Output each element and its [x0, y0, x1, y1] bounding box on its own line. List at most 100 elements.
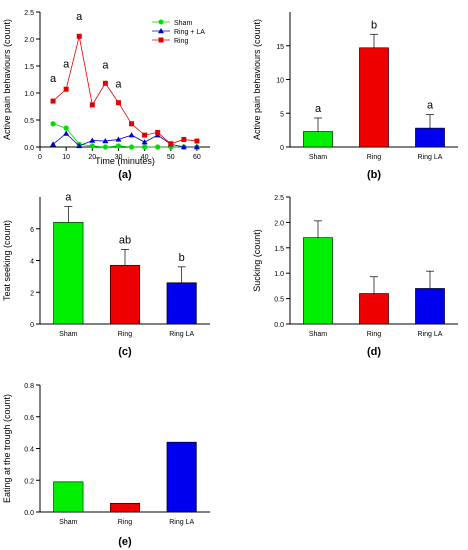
category-label: Sham: [59, 519, 77, 526]
significance-letter: a: [102, 60, 109, 72]
series-marker: [181, 136, 187, 142]
series-marker: [63, 130, 70, 136]
series-marker: [50, 98, 56, 104]
bar: [109, 502, 141, 513]
y-tick-label: 1.5: [24, 64, 34, 71]
category-label: Ring: [367, 154, 382, 161]
bar: [415, 127, 445, 148]
y-tick-label: 0.8: [24, 383, 34, 390]
series-line: [52, 123, 197, 148]
y-tick-label: 0: [280, 145, 284, 152]
y-tick-label: 1.5: [274, 246, 284, 253]
series-marker: [50, 141, 57, 147]
legend-marker: [158, 28, 164, 34]
category-label: Sham: [309, 154, 327, 161]
bar: [53, 481, 84, 513]
significance-letter: a: [76, 11, 83, 23]
y-tick-label: 0.0: [24, 510, 34, 517]
bar: [109, 264, 141, 325]
significance-letter: a: [115, 79, 122, 91]
y-tick-label: 2.5: [274, 195, 284, 202]
significance-letter: a: [427, 100, 434, 112]
significance-letter: b: [371, 19, 377, 31]
series-marker: [89, 137, 96, 143]
y-tick-label: 2.5: [24, 10, 34, 17]
y-axis-label: Active pain behaviours (count): [2, 19, 12, 140]
y-tick-label: 10: [276, 78, 284, 85]
legend-label: Ring: [174, 38, 189, 45]
bar: [53, 222, 84, 325]
series-marker: [142, 144, 148, 150]
legend-label: Sham: [174, 20, 192, 27]
bar: [303, 237, 333, 325]
legend-marker: [158, 19, 164, 25]
series-line: [52, 132, 197, 148]
series-marker: [63, 125, 69, 131]
significance-letter: a: [63, 59, 70, 71]
series-marker: [141, 139, 148, 145]
x-axis-label: Time (minutes): [95, 156, 155, 166]
x-tick-label: 40: [141, 154, 149, 161]
series-marker: [115, 100, 121, 106]
bar: [359, 293, 389, 325]
y-axis-label: Eating at the trough (count): [2, 394, 12, 503]
x-tick-label: 20: [88, 154, 96, 161]
series-marker: [89, 102, 95, 108]
panel-e: 0.0 0.2 0.4 0.6 0.8 Eating at the trough (cou…: [2, 383, 210, 548]
y-tick-label: 0: [30, 322, 34, 329]
y-tick-label: 6: [30, 227, 34, 234]
panel-b: 0 5 10 15 Active pain behaviours (count) a Sha…: [252, 12, 458, 181]
series-marker: [115, 143, 122, 149]
y-axis-label: Teat seeking (count): [2, 220, 12, 301]
series-marker: [102, 144, 108, 150]
series-marker: [102, 138, 109, 144]
category-label: Ring: [118, 331, 133, 338]
series-marker: [76, 33, 82, 39]
series-marker: [168, 141, 174, 147]
category-label: Ring LA: [418, 331, 443, 338]
y-tick-label: 1.0: [24, 91, 34, 98]
series-marker: [155, 129, 161, 135]
panel-c: 0 2 4 6 Teat seeking (count) a Sham ab Ring b Ring…: [2, 192, 210, 358]
significance-letter: b: [179, 252, 185, 264]
bar: [359, 47, 389, 148]
series-marker: [102, 80, 108, 86]
series-marker: [180, 144, 187, 150]
legend-label: Ring + LA: [174, 29, 205, 36]
significance-letter: a: [65, 192, 72, 204]
series-marker: [76, 142, 83, 149]
y-tick-label: 2.0: [24, 37, 34, 44]
y-tick-label: 0.0: [274, 322, 284, 329]
series-marker: [115, 136, 122, 142]
bar: [415, 288, 445, 325]
category-label: Ring: [118, 519, 133, 526]
panel-a: 0.0 0.5 1.0 1.5 2.0 2.5 Active pain behaviours…: [2, 10, 210, 181]
x-tick-label: 0: [38, 154, 42, 161]
y-tick-label: 0.2: [24, 478, 34, 485]
x-tick-label: 50: [167, 154, 175, 161]
series-marker: [142, 132, 148, 138]
significance-letter: a: [315, 103, 322, 115]
x-tick-label: 10: [62, 154, 70, 161]
y-tick-label: 0.4: [24, 447, 34, 454]
y-tick-label: 1.0: [274, 271, 284, 278]
panel-label: (c): [118, 346, 132, 358]
y-axis-label: Sucking (count): [252, 229, 262, 292]
category-label: Ring LA: [418, 154, 443, 161]
y-tick-label: 0.0: [24, 145, 34, 152]
category-label: Ring: [367, 331, 382, 338]
series-marker: [63, 86, 69, 92]
series-marker: [128, 144, 135, 150]
series-marker: [194, 138, 200, 144]
panel-label: (e): [118, 536, 132, 548]
panel-d: 0.0 0.5 1.0 1.5 2.0 2.5 Sucking (count) Sham Rin…: [252, 195, 458, 358]
category-label: Sham: [309, 331, 327, 338]
series-marker: [129, 121, 135, 127]
panel-label: (b): [367, 169, 381, 181]
bar: [166, 282, 197, 325]
category-label: Ring LA: [169, 519, 194, 526]
category-label: Sham: [59, 331, 77, 338]
significance-letter: ab: [119, 234, 131, 246]
y-axis-label: Active pain behaviours (count): [252, 19, 262, 140]
